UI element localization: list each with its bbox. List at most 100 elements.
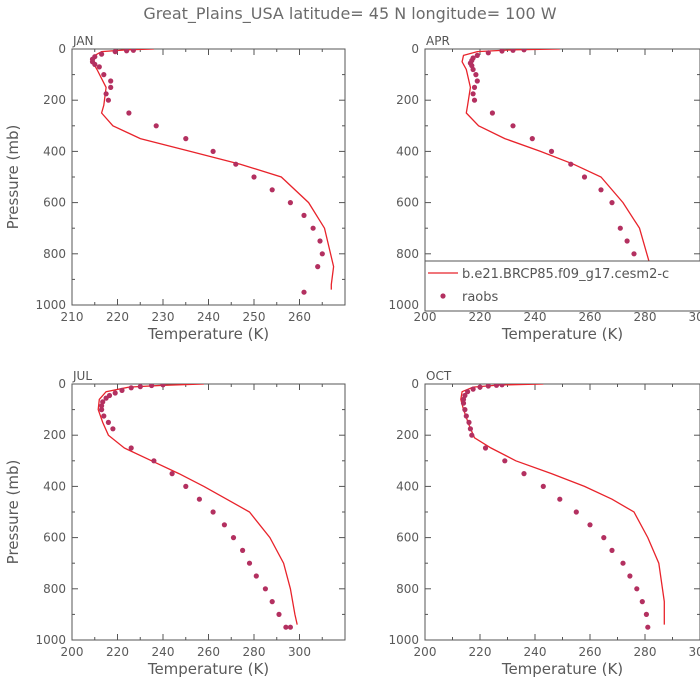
obs-point [469,432,475,438]
obs-point [269,599,275,605]
y-tick-label: 400 [43,144,66,158]
panel-title: JUL [72,369,92,383]
y-tick-label: 200 [43,428,66,442]
obs-point [462,407,468,413]
obs-point [499,49,505,54]
obs-point [631,251,637,257]
obs-point [99,403,105,409]
x-tick-label: 220 [106,645,129,659]
obs-point [485,50,491,56]
obs-point [609,547,615,554]
obs-point [474,78,480,84]
obs-point [103,91,109,97]
obs-point [108,84,114,90]
y-axis-label: Pressure (mb) [4,460,22,565]
obs-point [627,573,633,579]
panel-title: APR [426,34,450,48]
legend-obs-marker [440,293,446,299]
obs-point [634,586,640,592]
obs-point [151,458,157,464]
obs-point [460,396,467,402]
plot-frame [71,383,346,641]
obs-point [462,392,468,399]
x-tick-label: 260 [579,310,602,324]
plot-data [89,49,335,295]
x-tick-label: 240 [524,310,547,324]
obs-point [470,386,476,392]
x-axis-label: Temperature (K) [501,325,623,343]
series-line-model [461,49,657,290]
obs-point [183,483,189,489]
y-tick-label: 1000 [388,633,419,647]
x-tick-label: 300 [689,310,700,324]
y-tick-label: 600 [43,196,66,210]
obs-point [471,97,478,103]
x-tick-label: 230 [152,310,175,324]
y-tick-label: 0 [58,377,66,391]
obs-point [470,66,476,73]
obs-point [128,385,134,391]
obs-point [262,586,268,592]
obs-point [510,49,516,53]
y-tick-label: 0 [411,42,419,56]
obs-point [169,471,175,477]
obs-point [474,52,480,59]
obs-point [99,407,105,413]
obs-point [110,426,116,432]
x-tick-label: 220 [469,645,492,659]
y-tick-label: 600 [396,531,419,545]
obs-point [233,161,239,167]
obs-point [568,161,574,167]
x-tick-label: 200 [61,645,84,659]
obs-point [251,174,257,180]
obs-point [469,63,475,69]
y-tick-label: 1000 [388,298,419,312]
obs-point [126,110,132,116]
y-tick-label: 800 [43,582,66,596]
obs-point [493,384,500,388]
obs-point [112,49,118,55]
obs-point [557,496,563,502]
obs-point [124,49,130,54]
y-tick-label: 600 [396,196,419,210]
obs-point [310,225,316,231]
legend-obs-label: raobs [462,290,499,305]
panel-oct: OCT 200 220 240 260 280 300 0 200 400 600 800 1000 Te… [388,369,700,678]
obs-point [502,458,508,464]
obs-point [317,238,323,244]
obs-point [624,238,630,244]
obs-point [100,399,106,405]
x-tick-label: 220 [106,310,129,324]
obs-point [92,61,98,67]
obs-point [283,624,289,630]
obs-point [301,289,307,295]
y-tick-label: 400 [396,144,419,158]
obs-point [196,496,202,502]
obs-point [470,91,476,97]
obs-point [210,148,216,154]
obs-point [253,573,259,579]
obs-point [645,624,651,630]
x-tick-label: 240 [152,645,175,659]
obs-point [489,110,495,116]
obs-point [598,187,604,193]
y-tick-label: 800 [396,247,419,261]
y-tick-label: 200 [396,428,419,442]
x-axis-label: Temperature (K) [147,325,269,343]
y-tick-label: 800 [43,247,66,261]
x-tick-label: 250 [243,310,266,324]
obs-point [99,51,105,57]
x-axis-label: Temperature (K) [501,660,623,678]
y-tick-label: 400 [43,479,66,493]
legend-model-label: b.e21.BRCP85.f09_g17.cesm2-c [462,267,669,282]
obs-point [540,483,546,489]
obs-point [499,384,505,388]
obs-point [573,509,579,515]
obs-point [609,200,615,206]
y-tick-label: 200 [396,93,419,107]
obs-point [617,225,623,231]
x-tick-label: 280 [243,645,266,659]
x-tick-label: 260 [197,645,220,659]
panel-title: OCT [426,369,452,383]
